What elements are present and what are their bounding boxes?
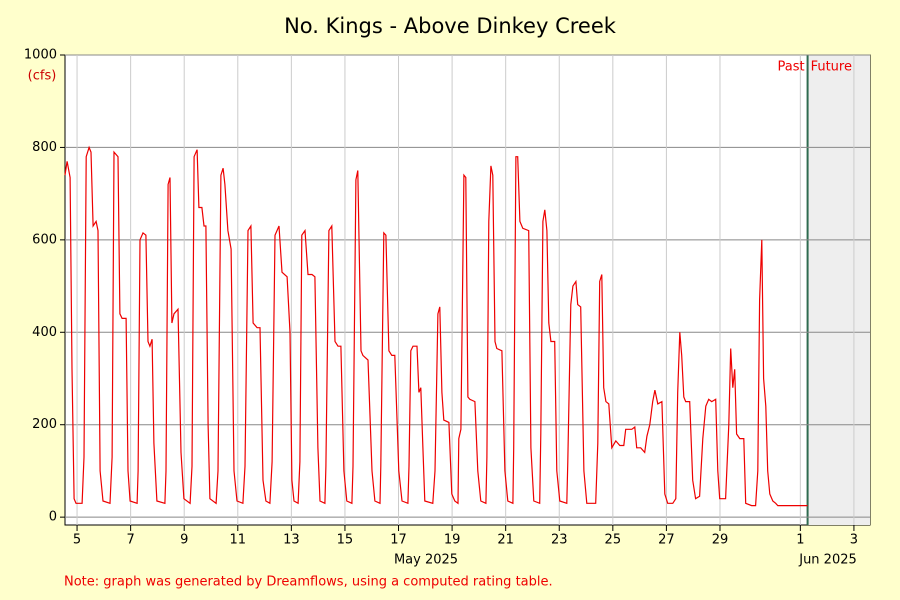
- note: Note: graph was generated by Dreamflows,…: [64, 575, 553, 590]
- x-tick-label: 9: [180, 533, 188, 548]
- x-tick-label: 1: [796, 533, 804, 548]
- x-tick-label: 7: [126, 533, 134, 548]
- month-label: Jun 2025: [798, 553, 857, 568]
- y-tick-label: 0: [49, 510, 57, 525]
- x-tick-label: 29: [712, 533, 729, 548]
- x-tick-label: 11: [230, 533, 247, 548]
- past-label: Past: [777, 60, 804, 75]
- x-tick-label: 13: [283, 533, 300, 548]
- x-tick-label: 25: [605, 533, 622, 548]
- y-unit: (cfs): [28, 69, 57, 84]
- x-tick-label: 21: [497, 533, 514, 548]
- flow-line: [64, 145, 808, 507]
- grid: [65, 54, 870, 525]
- x-tick-label: 3: [850, 533, 858, 548]
- chart-title: No. Kings - Above Dinkey Creek: [284, 14, 617, 38]
- y-tick-label: 1000: [24, 48, 57, 63]
- x-tick-label: 15: [337, 533, 354, 548]
- y-tick-label: 400: [32, 325, 57, 340]
- x-tick-label: 19: [444, 533, 461, 548]
- plot-area: [64, 54, 871, 526]
- future-region: [807, 55, 870, 525]
- month-label: May 2025: [394, 553, 458, 568]
- x-tick-label: 27: [658, 533, 675, 548]
- future-label: Future: [811, 60, 852, 75]
- x-tick-label: 23: [551, 533, 568, 548]
- marks: [64, 145, 808, 507]
- y-tick-label: 800: [32, 140, 57, 155]
- x-tick-label: 17: [390, 533, 407, 548]
- y-tick-label: 200: [32, 417, 57, 432]
- y-tick-label: 600: [32, 232, 57, 247]
- x-tick-label: 5: [73, 533, 81, 548]
